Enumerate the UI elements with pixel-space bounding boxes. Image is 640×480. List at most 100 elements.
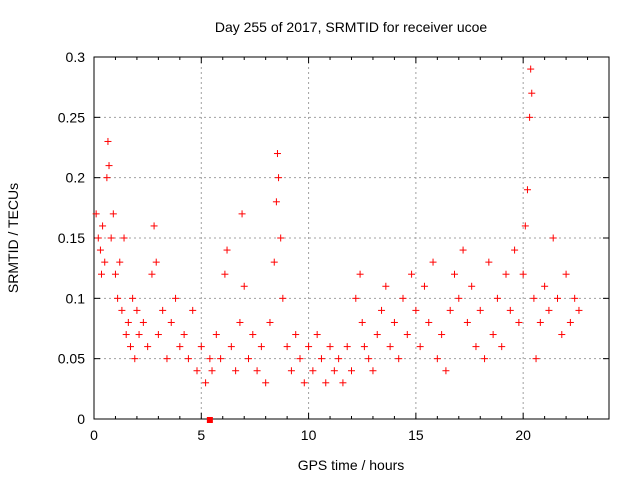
data-point	[98, 270, 106, 278]
data-point	[373, 331, 381, 339]
data-point	[352, 294, 360, 302]
data-point	[223, 246, 231, 254]
data-point	[502, 270, 510, 278]
data-point	[472, 343, 480, 351]
x-axis-ticks: 0 5 10 15 20	[90, 57, 589, 443]
data-point	[382, 282, 390, 290]
x-axis-label: GPS time / hours	[298, 457, 405, 473]
data-point	[227, 343, 235, 351]
data-point	[330, 367, 338, 375]
data-point	[236, 318, 244, 326]
data-point	[275, 174, 283, 182]
data-point	[412, 306, 420, 314]
data-point	[206, 355, 214, 363]
data-point	[305, 343, 313, 351]
data-point	[468, 282, 476, 290]
data-point	[150, 222, 158, 230]
data-point	[498, 343, 506, 351]
data-point	[358, 318, 366, 326]
data-point	[442, 367, 450, 375]
data-point	[416, 343, 424, 351]
data-point	[403, 331, 411, 339]
data-point	[386, 343, 394, 351]
data-point	[339, 379, 347, 387]
data-point	[197, 343, 205, 351]
data-point	[189, 306, 197, 314]
data-point	[103, 174, 111, 182]
data-points	[92, 65, 583, 387]
data-point	[96, 246, 104, 254]
data-point	[107, 234, 115, 242]
data-point	[425, 318, 433, 326]
data-point	[562, 270, 570, 278]
data-point	[104, 137, 112, 145]
data-point	[111, 270, 119, 278]
data-point	[279, 294, 287, 302]
data-point	[167, 318, 175, 326]
data-point	[262, 379, 270, 387]
data-point	[326, 343, 334, 351]
y-tick-label: 0.3	[66, 49, 86, 65]
data-point	[521, 222, 529, 230]
data-point	[152, 258, 160, 266]
data-point	[212, 331, 220, 339]
data-point	[273, 150, 281, 158]
data-point	[549, 234, 557, 242]
data-point	[253, 367, 261, 375]
y-tick-label: 0.25	[58, 109, 85, 125]
y-axis-label: SRMTID / TECUs	[5, 183, 21, 293]
data-point	[221, 270, 229, 278]
data-point	[240, 282, 248, 290]
data-point	[451, 270, 458, 278]
data-point	[135, 331, 143, 339]
data-point	[176, 343, 184, 351]
data-point	[94, 234, 102, 242]
data-point	[348, 367, 355, 375]
data-point	[519, 270, 527, 278]
data-point	[446, 306, 454, 314]
data-point	[163, 355, 171, 363]
data-point	[296, 355, 304, 363]
annotations	[206, 417, 213, 423]
data-point	[313, 331, 321, 339]
data-point	[109, 210, 117, 218]
data-point	[399, 294, 407, 302]
grid	[94, 57, 609, 419]
data-point	[277, 234, 285, 242]
data-point	[300, 379, 308, 387]
data-point	[408, 270, 416, 278]
data-point	[455, 294, 463, 302]
data-point	[131, 355, 139, 363]
data-point	[335, 355, 343, 363]
data-point	[257, 343, 265, 351]
square-marker	[206, 417, 213, 423]
data-point	[193, 367, 201, 375]
data-point	[390, 318, 398, 326]
chart-title: Day 255 of 2017, SRMTID for receiver uco…	[215, 19, 488, 35]
y-tick-label: 0.2	[66, 170, 86, 186]
data-point	[493, 294, 501, 302]
data-point	[356, 270, 364, 278]
data-point	[433, 355, 441, 363]
data-point	[202, 379, 210, 387]
data-point	[238, 210, 246, 218]
y-tick-label: 0	[77, 411, 85, 427]
data-point	[481, 355, 489, 363]
data-point	[528, 89, 536, 97]
data-point	[459, 246, 467, 254]
data-point	[395, 355, 403, 363]
y-tick-label: 0.1	[66, 290, 86, 306]
data-point	[101, 258, 109, 266]
data-point	[139, 318, 147, 326]
data-point	[506, 306, 514, 314]
data-point	[232, 367, 240, 375]
data-point	[122, 331, 130, 339]
data-point	[208, 367, 216, 375]
data-point	[463, 318, 471, 326]
data-point	[184, 355, 192, 363]
data-point	[266, 318, 274, 326]
data-point	[118, 306, 126, 314]
data-point	[369, 367, 377, 375]
